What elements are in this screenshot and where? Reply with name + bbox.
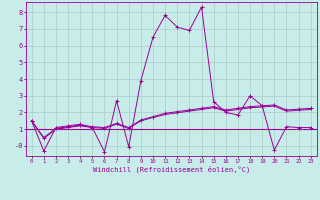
X-axis label: Windchill (Refroidissement éolien,°C): Windchill (Refroidissement éolien,°C) bbox=[92, 165, 250, 173]
